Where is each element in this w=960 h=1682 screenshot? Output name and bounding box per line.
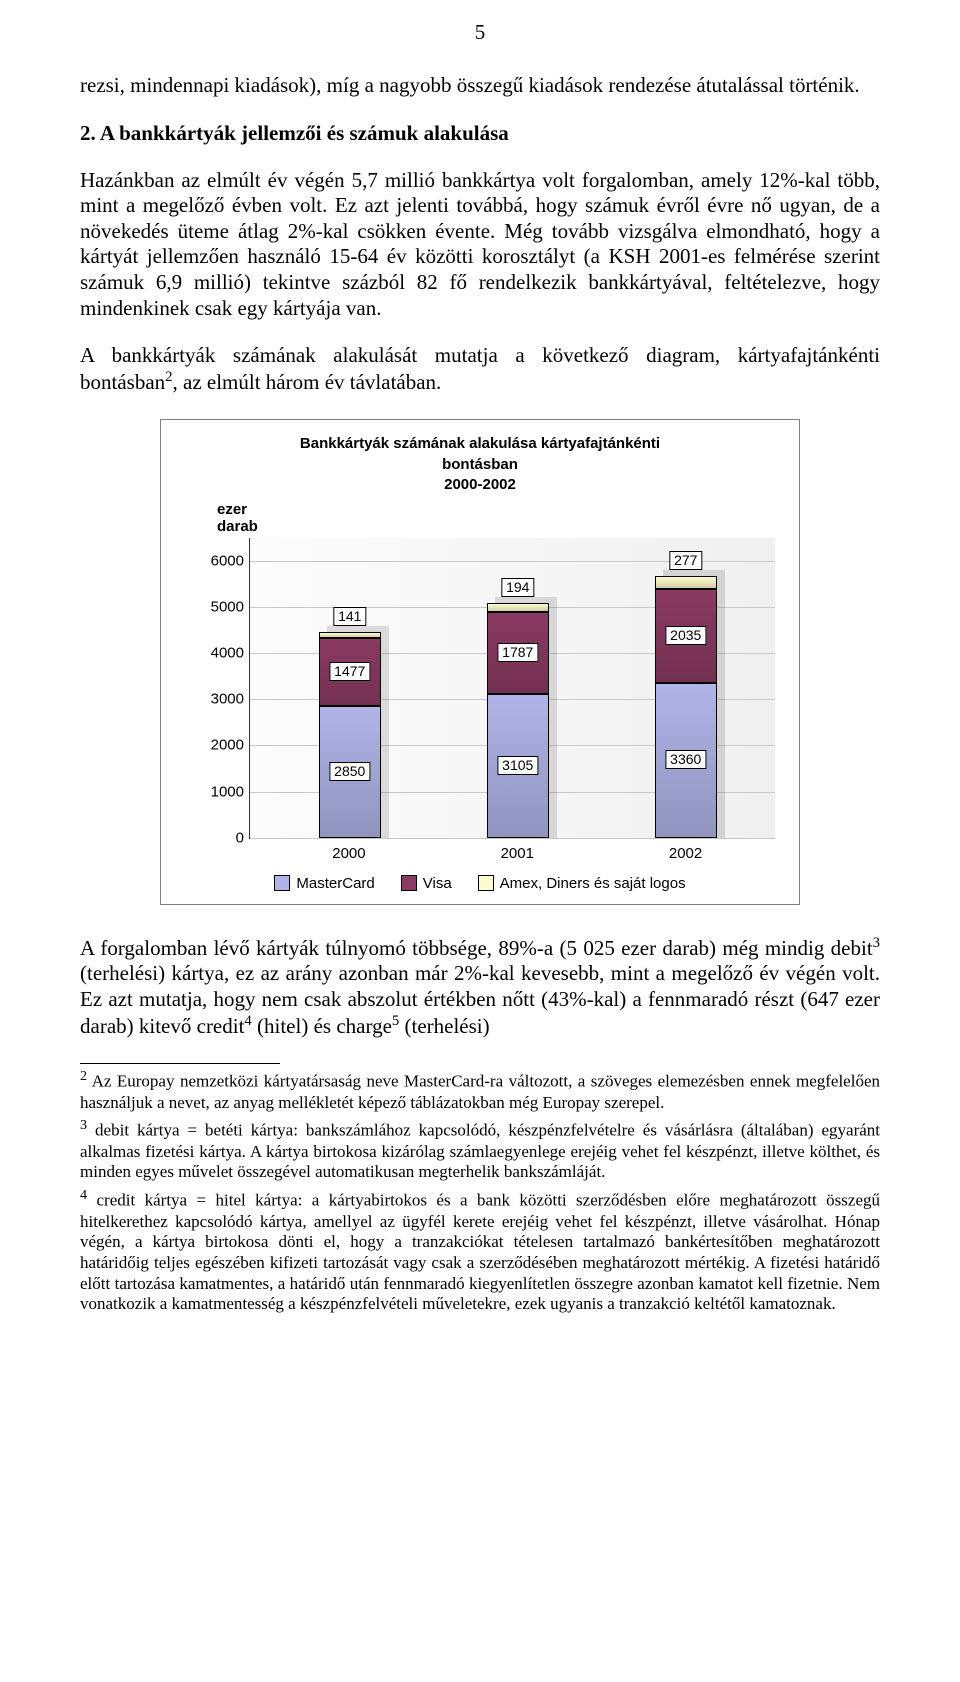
y-tick-label: 3000 <box>194 691 244 708</box>
legend-label: Visa <box>423 875 452 892</box>
x-tick-label: 2002 <box>617 845 754 862</box>
chart-legend: MasterCard Visa Amex, Diners és saját lo… <box>179 875 781 892</box>
chart-container: Bankkártyák számának alakulása kártyafaj… <box>160 419 800 904</box>
chart-title-line: bontásban <box>442 456 518 473</box>
bar-value-label: 3360 <box>665 750 706 769</box>
page-number: 5 <box>80 20 880 45</box>
body-text: (terhelési) <box>399 1014 489 1038</box>
legend-label: Amex, Diners és saját logos <box>500 875 686 892</box>
bar-value-label: 1787 <box>497 643 538 662</box>
x-tick-label: 2001 <box>449 845 586 862</box>
y-tick-label: 6000 <box>194 552 244 569</box>
footnote-ref: 4 <box>244 1013 251 1029</box>
footnote: 4 credit kártya = hitel kártya: a kártya… <box>80 1187 880 1315</box>
bar-value-label: 141 <box>333 607 366 626</box>
intro-paragraph: rezsi, mindennapi kiadások), míg a nagyo… <box>80 73 880 99</box>
legend-swatch <box>401 875 417 891</box>
footnote-text: debit kártya = betéti kártya: bankszámlá… <box>80 1121 880 1181</box>
bar-stack: 31051787194 <box>487 603 549 838</box>
bar-value-label: 194 <box>501 578 534 597</box>
bar-value-label: 1477 <box>329 662 370 681</box>
chart-title: Bankkártyák számának alakulása kártyafaj… <box>179 434 781 495</box>
y-tick-label: 4000 <box>194 645 244 662</box>
body-text: A forgalomban lévő kártyák túlnyomó több… <box>80 936 873 960</box>
y-unit-line: ezer <box>217 501 247 518</box>
chart-title-line: 2000-2002 <box>444 476 516 493</box>
footnote: 3 debit kártya = betéti kártya: bankszám… <box>80 1117 880 1183</box>
body-text: (hitel) és charge <box>252 1014 392 1038</box>
body-text: , az elmúlt három év távlatában. <box>173 370 442 394</box>
legend-item: MasterCard <box>274 875 374 892</box>
x-tick-label: 2000 <box>281 845 418 862</box>
y-tick-label: 5000 <box>194 598 244 615</box>
legend-swatch <box>478 875 494 891</box>
bar-segment <box>319 632 381 639</box>
bar-value-label: 3105 <box>497 756 538 775</box>
bar-value-label: 277 <box>669 551 702 570</box>
body-paragraph-3: A forgalomban lévő kártyák túlnyomó több… <box>80 935 880 1039</box>
bar-value-label: 2035 <box>665 626 706 645</box>
y-axis-unit: ezer darab <box>217 501 781 536</box>
footnote-text: Az Europay nemzetközi kártyatársaság nev… <box>80 1072 880 1112</box>
legend-item: Amex, Diners és saját logos <box>478 875 686 892</box>
legend-label: MasterCard <box>296 875 374 892</box>
footnote-text: credit kártya = hitel kártya: a kártyabi… <box>80 1191 880 1314</box>
footnote: 2 Az Europay nemzetközi kártyatársaság n… <box>80 1068 880 1113</box>
footnote-ref: 3 <box>873 935 880 951</box>
x-axis-labels: 2000 2001 2002 <box>249 843 775 869</box>
legend-item: Visa <box>401 875 452 892</box>
y-tick-label: 1000 <box>194 783 244 800</box>
bar-segment <box>487 603 549 612</box>
bar-stack: 28501477141 <box>319 632 381 838</box>
footnote-ref: 2 <box>165 369 172 385</box>
bar-segment <box>655 576 717 589</box>
chart-title-line: Bankkártyák számának alakulása kártyafaj… <box>300 435 660 452</box>
body-paragraph-1: Hazánkban az elmúlt év végén 5,7 millió … <box>80 168 880 322</box>
section-heading: 2. A bankkártyák jellemzői és számuk ala… <box>80 121 880 146</box>
y-unit-line: darab <box>217 518 258 535</box>
legend-swatch <box>274 875 290 891</box>
chart-plot-area: 0100020003000400050006000285014771413105… <box>249 538 775 839</box>
footnote-separator <box>80 1063 280 1064</box>
bar-value-label: 2850 <box>329 762 370 781</box>
y-tick-label: 2000 <box>194 737 244 754</box>
bar-stack: 33602035277 <box>655 576 717 838</box>
y-tick-label: 0 <box>194 829 244 846</box>
body-paragraph-2: A bankkártyák számának alakulását mutatj… <box>80 343 880 395</box>
document-page: 5 rezsi, mindennapi kiadások), míg a nag… <box>40 0 920 1355</box>
